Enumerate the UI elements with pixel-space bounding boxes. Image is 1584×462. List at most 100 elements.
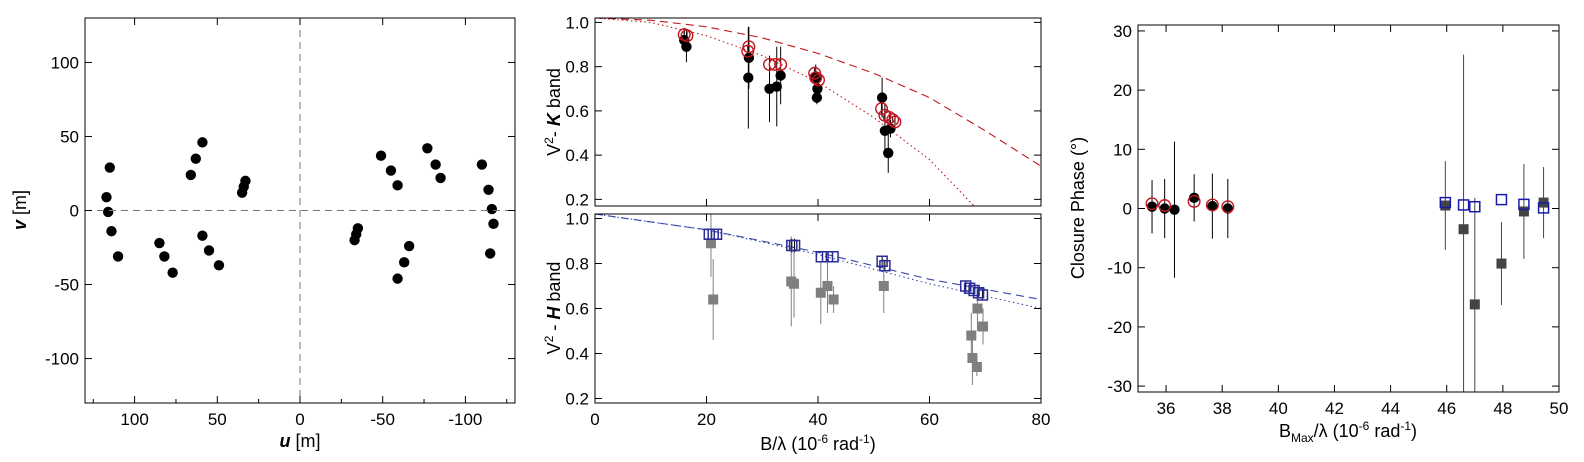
data-point: [1222, 203, 1234, 214]
y-tick-label: -10: [1107, 259, 1132, 278]
data-point: [774, 57, 788, 71]
data-point: [403, 240, 415, 252]
data-point: [1205, 198, 1219, 212]
data-point: [812, 73, 826, 87]
baseline-x-axis-label: B/λ (10-6 rad-1): [760, 432, 875, 454]
data-point: [392, 180, 403, 191]
data-point: [972, 303, 983, 314]
y-tick-label: 0.8: [565, 58, 589, 77]
data-point: [828, 294, 839, 305]
k-band-ticks: 0.2 0.4 0.6 0.8 1.0: [565, 13, 1042, 209]
data-point: [385, 165, 397, 176]
closure-phase-ticks: 36 38 40 42 44 46 48 50 30 20 10 0 -10 -20 -30: [1107, 22, 1568, 418]
x-tick-label: 80: [1032, 410, 1051, 429]
data-point: [788, 239, 801, 252]
data-point: [1518, 198, 1530, 211]
y-tick-label: 0.6: [565, 300, 589, 319]
data-point: [815, 287, 826, 298]
y-tick-label: 0.2: [565, 390, 589, 409]
data-point: [875, 102, 889, 116]
x-tick-label: 38: [1213, 399, 1232, 418]
x-tick-label: 50: [1550, 399, 1569, 418]
data-point: [1458, 224, 1469, 235]
x-tick-label: 48: [1493, 399, 1512, 418]
data-point: [680, 29, 694, 43]
data-point: [392, 273, 403, 284]
data-point: [167, 267, 178, 278]
y-tick-label: 30: [1113, 22, 1132, 41]
x-tick-label: 60: [920, 410, 939, 429]
data-point: [1207, 200, 1218, 212]
data-point: [815, 251, 828, 263]
x-tick-label: 44: [1381, 399, 1400, 418]
data-point: [190, 153, 202, 164]
data-point: [809, 71, 823, 85]
data-point: [1469, 200, 1481, 213]
data-point: [1496, 258, 1507, 269]
data-point: [1169, 204, 1180, 215]
y-tick-label: 0.2: [565, 190, 589, 209]
data-point: [876, 92, 888, 103]
x-tick-label: 0: [590, 410, 599, 429]
data-point: [1495, 193, 1508, 206]
data-point: [1457, 199, 1470, 211]
data-point: [112, 251, 124, 262]
y-tick-label: 20: [1113, 81, 1132, 100]
uv-x-axis-label: u [m]: [280, 431, 321, 451]
y-tick-label: -50: [54, 276, 79, 295]
x-tick-label: 40: [1269, 399, 1288, 418]
data-point: [1469, 299, 1480, 310]
x-tick-label: 20: [697, 410, 716, 429]
data-point: [213, 260, 225, 271]
y-tick-label: 1.0: [565, 13, 589, 32]
data-point: [966, 330, 977, 341]
data-point: [888, 115, 902, 129]
y-tick-label: 0: [1123, 200, 1132, 219]
data-point: [1221, 200, 1235, 214]
data-point: [398, 257, 410, 268]
closure-phase-y-axis-label: Closure Phase (°): [1068, 137, 1088, 279]
uv-y-axis-label: v [m]: [10, 190, 30, 230]
model-curve-dotted: [594, 17, 975, 207]
x-tick-label: -100: [448, 410, 482, 429]
data-point: [743, 72, 754, 83]
data-point: [102, 206, 114, 218]
data-point: [879, 260, 891, 272]
data-point: [476, 159, 488, 170]
closure-phase-plot-frame: [1137, 24, 1560, 393]
data-point: [430, 159, 441, 170]
data-point: [484, 248, 496, 259]
data-point: [352, 223, 364, 234]
data-point: [789, 278, 800, 289]
k-band-y-axis-label: V2- K band: [542, 68, 564, 156]
data-point: [1158, 199, 1172, 213]
y-tick-label: 100: [51, 53, 79, 72]
x-tick-label: 42: [1325, 399, 1344, 418]
data-point: [827, 251, 839, 263]
model-curve-dashed: [594, 17, 1042, 167]
x-tick-label: 36: [1157, 399, 1176, 418]
x-tick-label: 0: [295, 410, 304, 429]
data-point: [886, 113, 900, 127]
y-tick-label: 0: [70, 202, 79, 221]
x-tick-label: 50: [208, 410, 227, 429]
data-point: [971, 362, 982, 372]
y-tick-label: 50: [60, 127, 79, 146]
k-band-marks: [594, 17, 1042, 207]
data-point: [422, 143, 433, 154]
data-point: [185, 169, 197, 181]
data-point: [236, 187, 248, 198]
closure-phase-marks: [1145, 54, 1550, 392]
data-point: [883, 147, 894, 159]
uv-coverage-panel: 100 50 0 -50 -100 100 50 0 -50 -100 u [m] v [m]: [10, 17, 516, 451]
data-point: [771, 81, 782, 92]
data-point: [104, 162, 116, 173]
data-point: [710, 228, 723, 240]
data-point: [1145, 197, 1159, 211]
y-tick-label: -100: [45, 350, 79, 369]
data-point: [375, 150, 387, 161]
x-tick-label: 100: [120, 410, 148, 429]
closure-phase-panel: 36 38 40 42 44 46 48 50 30 20 10 0 -10 -20 -30 Closure…: [1068, 22, 1568, 445]
y-tick-label: 10: [1113, 140, 1132, 159]
y-tick-label: -20: [1107, 318, 1132, 337]
